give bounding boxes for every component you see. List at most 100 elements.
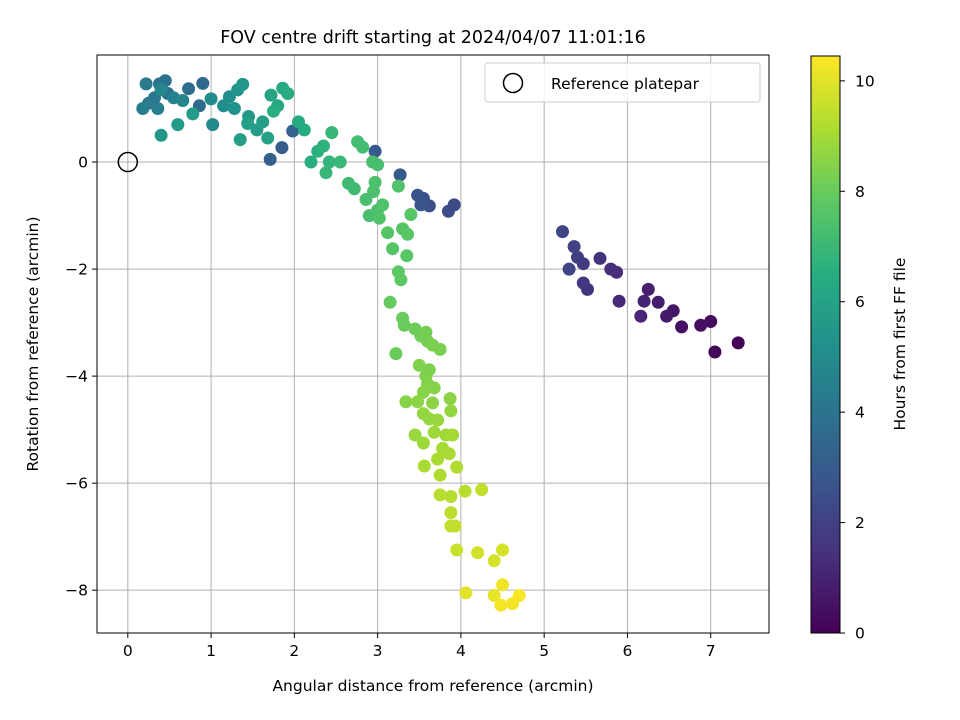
data-point [372,211,386,225]
colorbar-tick-label: 0 [855,625,865,643]
data-point [496,578,509,592]
data-point [567,240,581,254]
data-point [487,589,501,602]
data-point [196,76,210,90]
data-point [154,128,168,142]
data-point [416,436,430,450]
colorbar-gradient [810,55,841,634]
y-tick-label: −2 [65,261,88,279]
data-point [433,468,447,482]
data-point [404,208,418,221]
y-tick-label: −4 [65,368,88,386]
data-point [397,318,411,332]
data-point [139,77,153,91]
data-point [459,586,473,600]
data-point [562,262,576,276]
colorbar-ticks: 0 2 4 6 8 10 [840,72,875,643]
data-point [641,282,655,296]
data-point [401,227,415,241]
data-point [637,294,651,308]
x-tick-label: 6 [623,642,633,660]
legend-marker [502,72,524,94]
data-point [450,543,464,557]
data-point [386,242,400,256]
data-point [256,115,270,129]
data-point [414,198,428,212]
data-point [444,506,458,520]
data-point [399,395,413,409]
data-point [381,226,395,240]
data-point [427,381,441,395]
data-point [206,118,220,132]
colorbar-tick-label: 6 [855,293,865,311]
data-point [512,589,526,602]
x-tick-label: 3 [373,642,383,660]
data-point [475,483,489,497]
data-point [708,345,722,359]
colorbar-tick-label: 4 [855,404,865,422]
data-point [576,276,590,290]
data-point [444,404,458,418]
data-point [319,166,333,180]
data-point [236,77,250,91]
y-axis-ticks: −8 −6 −4 −2 0 [65,154,97,600]
data-point [448,519,462,533]
data-point [394,273,408,287]
data-point [182,82,196,96]
x-tick-label: 2 [289,642,299,660]
data-point [660,309,674,323]
data-point [393,168,407,182]
data-point [136,102,150,115]
x-tick-label: 4 [456,642,466,660]
data-point [427,425,441,439]
x-tick-label: 0 [123,642,133,660]
data-point [444,490,458,503]
data-point [241,117,255,130]
x-axis-ticks: 0 1 2 3 4 5 6 7 [123,633,716,660]
data-point [154,83,168,97]
y-axis-label: Rotation from reference (arcmin) [24,216,42,471]
colorbar-tick-label: 10 [855,72,875,90]
data-point [433,342,447,356]
data-point [325,126,339,140]
data-point [634,309,648,323]
data-point [443,392,457,406]
data-point [368,144,382,158]
data-point [281,87,295,100]
data-points [136,74,745,612]
data-point [263,152,277,166]
data-point [204,92,218,106]
data-point [264,88,278,102]
data-point [417,459,431,473]
data-point [450,460,464,474]
colorbar-tick-label: 8 [855,183,865,201]
data-point [366,155,380,169]
data-point [446,428,460,442]
data-point [593,251,607,265]
colorbar: 0 2 4 6 8 10 Hours from first FF file [810,55,909,643]
data-point [412,358,426,372]
data-point [356,140,370,154]
colorbar-tick-label: 2 [855,514,865,532]
data-point [227,102,241,115]
data-point [471,546,485,560]
data-point [426,396,440,410]
data-point [431,452,445,466]
legend-box [484,62,761,103]
plot-frame [96,54,770,634]
data-point [400,249,414,263]
data-point [261,131,275,145]
data-point [151,102,165,115]
data-point [186,107,200,121]
data-point [416,385,430,399]
data-point [411,395,425,409]
data-point [433,488,447,502]
data-point [675,320,689,334]
y-tick-label: −8 [65,582,88,600]
data-point [171,118,185,132]
data-point [317,139,330,153]
x-tick-label: 5 [539,642,549,660]
data-point [458,484,472,498]
x-tick-label: 7 [706,642,716,660]
